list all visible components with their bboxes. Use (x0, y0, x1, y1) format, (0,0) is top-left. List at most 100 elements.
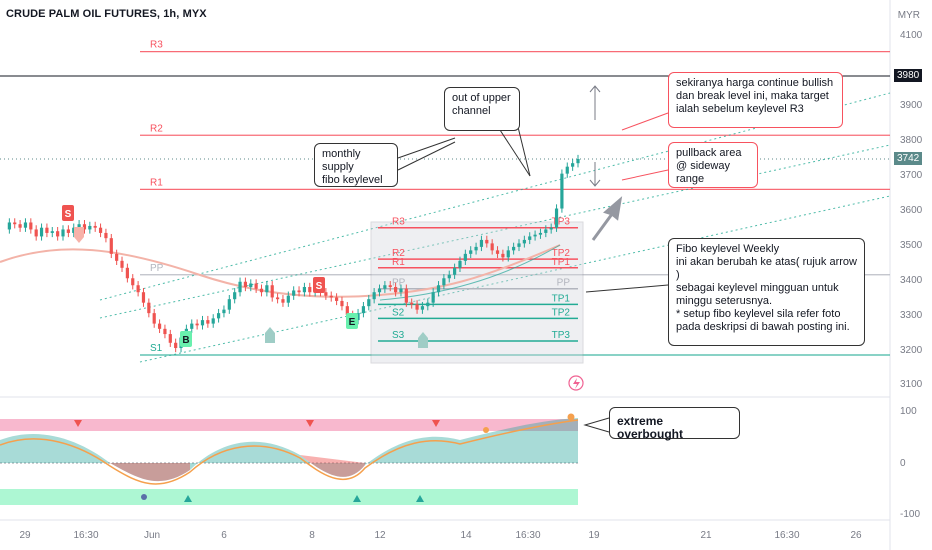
candle-body (18, 224, 22, 228)
candle-body (82, 224, 87, 230)
x-tick-label: 6 (221, 530, 227, 541)
candle-body (512, 246, 516, 251)
candle-body (308, 286, 312, 293)
candle-body (249, 283, 253, 287)
down-arrow-head-icon (589, 179, 601, 187)
candle-body (404, 288, 408, 303)
candle-body (109, 238, 113, 254)
candle-body (259, 288, 264, 293)
candle-body (565, 166, 569, 174)
y-tick-label: 3200 (900, 345, 923, 356)
callout-pointer (583, 417, 610, 433)
candle-body (399, 288, 403, 293)
candle-body (447, 274, 451, 279)
candle-body (7, 222, 11, 230)
weekly-level-label: R2 (392, 248, 405, 259)
candle-body (297, 290, 301, 293)
x-tick-label: 19 (588, 530, 600, 541)
upward-arrow-icon (591, 196, 623, 241)
candle-body (200, 320, 205, 326)
candle-body (453, 267, 457, 275)
candle-body (388, 285, 392, 287)
candle-body (141, 292, 146, 303)
candle-body (115, 253, 119, 261)
candle-body (136, 285, 140, 293)
candle-body (227, 299, 231, 310)
candle-body (560, 173, 564, 209)
candle-body (286, 295, 290, 303)
candle-body (506, 250, 510, 258)
weekly-tp-label: TP2 (552, 307, 571, 318)
osc-up-triangle-icon (416, 495, 424, 502)
candle-body (125, 267, 129, 279)
candle-body (431, 292, 435, 303)
candle-body (120, 260, 124, 268)
moving-average-line (0, 244, 561, 298)
callout-pointer (621, 112, 669, 131)
callout-pointer (499, 129, 531, 177)
candle-body (571, 163, 575, 167)
y-tick-label: 3800 (900, 135, 923, 146)
signal-label: S (65, 209, 72, 220)
osc-y-tick-label: 0 (900, 458, 906, 469)
osc-up-triangle-icon (353, 495, 361, 502)
candle-body (334, 297, 339, 301)
candle-body (39, 227, 44, 237)
candle-body (77, 224, 81, 228)
weekly-level-label: S2 (392, 307, 405, 318)
candle-body (522, 239, 526, 244)
osc-down-triangle-icon (306, 420, 314, 427)
chart-title: CRUDE PALM OIL FUTURES, 1h, MYX (6, 8, 207, 20)
up-arrow-head-icon (589, 85, 601, 93)
candle-body (152, 313, 156, 324)
candle-body (157, 323, 162, 329)
candle-body (383, 285, 387, 289)
candle-body (340, 300, 344, 307)
callout-pointer (621, 169, 669, 181)
x-tick-label: 8 (309, 530, 315, 541)
y-tick-label: 3500 (900, 240, 923, 251)
pullback-callout: pullback area @ sideway range (668, 142, 758, 188)
currency-label: MYR (897, 10, 920, 21)
candle-body (238, 281, 242, 293)
candle-body (131, 278, 135, 286)
osc-area (0, 418, 578, 482)
monthly-supply-callout: monthly supply fibo keylevel (314, 143, 398, 187)
osc-dot-icon (483, 427, 489, 433)
candle-body (528, 236, 532, 240)
candle-body (517, 243, 521, 247)
signal-marker (180, 331, 192, 347)
candle-body (50, 231, 54, 233)
moving-average-line-2 (379, 244, 561, 301)
candle-body (45, 227, 49, 233)
candle-body (469, 250, 473, 254)
x-tick-label: 16:30 (73, 530, 98, 541)
signal-label: B (182, 335, 189, 346)
x-tick-label: 26 (850, 530, 862, 541)
bullish-callout: sekiranya harga continue bullish dan bre… (668, 72, 843, 128)
candle-body (270, 285, 274, 298)
candle-body (265, 285, 269, 293)
osc-down-triangle-icon (432, 420, 440, 427)
weekly-level-label: R3 (392, 217, 405, 228)
candle-body (329, 295, 333, 298)
osc-down-triangle-icon (74, 420, 82, 427)
callout-pointer (397, 141, 456, 171)
candle-body (479, 239, 484, 247)
candle-body (533, 234, 537, 237)
last-price-tag: 3742 (894, 152, 923, 165)
weekly-tp-label: TP3 (552, 330, 571, 341)
candle-body (206, 320, 210, 324)
osc-y-tick-label: 100 (900, 406, 917, 417)
y-tick-label: 3600 (900, 205, 923, 216)
level-label-r1: R1 (150, 177, 163, 188)
candle-body (415, 304, 419, 310)
candle-body (29, 222, 33, 230)
y-tick-label: 3100 (900, 379, 923, 390)
candle-body (98, 227, 103, 233)
candle-body (275, 297, 280, 300)
level-label-r2: R2 (150, 123, 163, 134)
upper-channel-callout: out of upper channel (444, 87, 520, 131)
osc-negative-area (300, 455, 365, 477)
